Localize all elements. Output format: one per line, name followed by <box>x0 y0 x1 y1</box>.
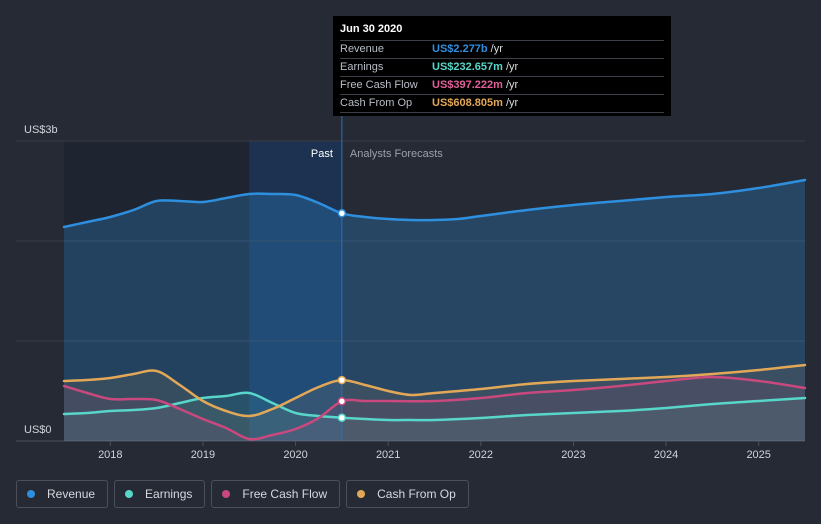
legend-free-cash-flow-button[interactable]: Free Cash Flow <box>211 480 341 508</box>
tooltip-row-cash-from-op: Cash From Op US$608.805m /yr <box>340 94 664 113</box>
tooltip-value: US$2.277b <box>432 43 488 55</box>
legend-dot-icon <box>222 490 231 498</box>
x-tick-label: 2025 <box>746 449 770 461</box>
legend-label: Revenue <box>47 487 96 501</box>
x-tick-label: 2019 <box>191 449 215 461</box>
legend-label: Cash From Op <box>377 487 456 501</box>
tooltip-unit: /yr <box>490 43 503 55</box>
x-tick-label: 2024 <box>654 449 678 461</box>
tooltip-label: Revenue <box>340 43 385 55</box>
legend-cash-from-op-button[interactable]: Cash From Op <box>346 480 469 508</box>
x-tick-label: 2018 <box>98 449 122 461</box>
tooltip-label: Free Cash Flow <box>340 79 418 91</box>
tooltip-unit: /yr <box>505 61 519 73</box>
legend-revenue-button[interactable]: Revenue <box>16 480 109 508</box>
y-axis-bottom-label: US$0 <box>24 424 52 436</box>
x-tick-label: 2021 <box>376 449 400 461</box>
past-label: Past <box>311 148 333 160</box>
series-line-free-cash-flow <box>62 375 807 441</box>
tooltip-row-revenue: Revenue US$2.277b /yr <box>340 40 664 58</box>
series-area-free-cash-flow <box>64 377 805 441</box>
hover-point-earnings <box>337 413 347 422</box>
tooltip-unit: /yr <box>505 79 519 91</box>
hover-point-revenue <box>337 209 347 218</box>
tooltip-label: Earnings <box>340 61 384 73</box>
legend-dot-icon <box>125 490 134 498</box>
tooltip-unit: /yr <box>505 97 519 109</box>
hover-point-free-cash-flow <box>337 397 347 406</box>
tooltip-value: US$397.222m <box>432 79 503 91</box>
tooltip-value: US$608.805m <box>432 97 503 109</box>
legend-label: Earnings <box>145 487 193 501</box>
x-tick-label: 2022 <box>469 449 493 461</box>
tooltip-row-free-cash-flow: Free Cash Flow US$397.222m /yr <box>340 76 664 94</box>
x-tick-label: 2020 <box>283 449 307 461</box>
legend-dot-icon <box>357 490 366 498</box>
legend-earnings-button[interactable]: Earnings <box>114 480 206 508</box>
y-axis-top-label: US$3b <box>24 124 58 136</box>
chart-legend: Revenue Earnings Free Cash Flow Cash Fro… <box>16 480 469 508</box>
forecast-label: Analysts Forecasts <box>350 148 443 160</box>
x-tick-label: 2023 <box>561 449 585 461</box>
series-area-cash-from-op <box>64 365 805 441</box>
tooltip-value: US$232.657m <box>432 61 503 73</box>
series-line-revenue <box>62 178 807 229</box>
hover-tooltip: Jun 30 2020 Revenue US$2.277b /yr Earnin… <box>333 16 671 116</box>
highlight-region <box>249 141 342 441</box>
legend-label: Free Cash Flow <box>242 487 328 501</box>
tooltip-date: Jun 30 2020 <box>340 23 403 35</box>
series-area-revenue <box>64 180 805 441</box>
tooltip-label: Cash From Op <box>340 97 413 109</box>
hover-point-cash-from-op <box>337 375 347 385</box>
legend-dot-icon <box>27 490 35 498</box>
tooltip-row-earnings: Earnings US$232.657m /yr <box>340 58 664 76</box>
series-area-earnings <box>64 392 805 441</box>
